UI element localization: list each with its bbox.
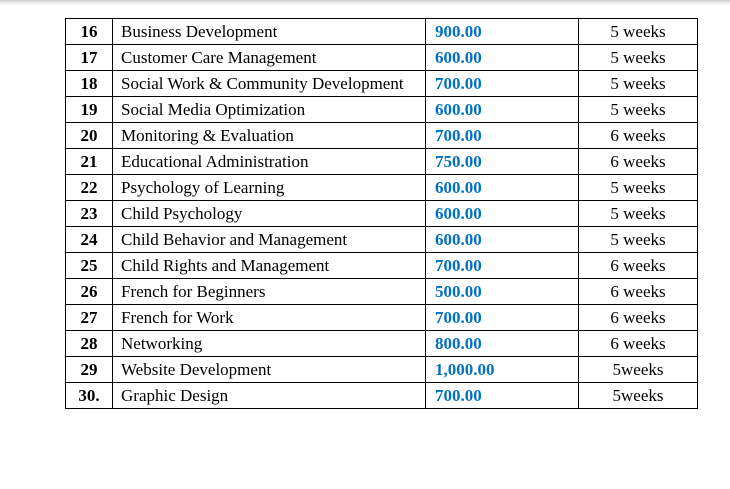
course-duration-cell: 6 weeks [578, 330, 698, 357]
course-name-cell: Social Media Optimization [112, 96, 426, 123]
course-name-cell: Child Psychology [112, 200, 426, 227]
course-duration-cell: 5 weeks [578, 44, 698, 71]
table-row: 19 Social Media Optimization 600.00 5 we… [65, 96, 698, 123]
table-row: 17 Customer Care Management 600.00 5 wee… [65, 44, 698, 71]
course-price-cell: 750.00 [425, 148, 579, 175]
row-number-cell: 29 [65, 356, 113, 383]
course-price-cell: 800.00 [425, 330, 579, 357]
course-table-body: 16 Business Development 900.00 5 weeks 1… [65, 18, 698, 409]
table-row: 16 Business Development 900.00 5 weeks [65, 18, 698, 45]
table-row: 29 Website Development 1,000.00 5weeks [65, 356, 698, 383]
course-name-cell: French for Work [112, 304, 426, 331]
course-duration-cell: 6 weeks [578, 278, 698, 305]
table-row: 21 Educational Administration 750.00 6 w… [65, 148, 698, 175]
course-price-cell: 500.00 [425, 278, 579, 305]
course-price-cell: 600.00 [425, 200, 579, 227]
course-name-cell: Monitoring & Evaluation [112, 122, 426, 149]
course-price-cell: 600.00 [425, 226, 579, 253]
course-duration-cell: 5 weeks [578, 174, 698, 201]
course-name-cell: Educational Administration [112, 148, 426, 175]
row-number-cell: 27 [65, 304, 113, 331]
row-number-cell: 21 [65, 148, 113, 175]
course-price-cell: 700.00 [425, 122, 579, 149]
row-number-cell: 28 [65, 330, 113, 357]
course-duration-cell: 5 weeks [578, 226, 698, 253]
course-name-cell: Graphic Design [112, 382, 426, 409]
table-row: 27 French for Work 700.00 6 weeks [65, 304, 698, 331]
course-duration-cell: 6 weeks [578, 148, 698, 175]
row-number-cell: 18 [65, 70, 113, 97]
course-name-cell: Social Work & Community Development [112, 70, 426, 97]
table-row: 28 Networking 800.00 6 weeks [65, 330, 698, 357]
row-number-cell: 22 [65, 174, 113, 201]
course-price-cell: 600.00 [425, 96, 579, 123]
table-row: 30. Graphic Design 700.00 5weeks [65, 382, 698, 409]
table-row: 26 French for Beginners 500.00 6 weeks [65, 278, 698, 305]
course-price-cell: 700.00 [425, 70, 579, 97]
course-name-cell: Business Development [112, 18, 426, 45]
course-price-cell: 600.00 [425, 174, 579, 201]
course-duration-cell: 5weeks [578, 356, 698, 383]
course-name-cell: Psychology of Learning [112, 174, 426, 201]
row-number-cell: 16 [65, 18, 113, 45]
course-price-cell: 700.00 [425, 304, 579, 331]
course-name-cell: Child Rights and Management [112, 252, 426, 279]
course-duration-cell: 5 weeks [578, 96, 698, 123]
course-duration-cell: 5 weeks [578, 200, 698, 227]
course-duration-cell: 5weeks [578, 382, 698, 409]
row-number-cell: 17 [65, 44, 113, 71]
table-row: 24 Child Behavior and Management 600.00 … [65, 226, 698, 253]
row-number-cell: 23 [65, 200, 113, 227]
table-row: 22 Psychology of Learning 600.00 5 weeks [65, 174, 698, 201]
course-duration-cell: 6 weeks [578, 304, 698, 331]
course-duration-cell: 6 weeks [578, 122, 698, 149]
row-number-cell: 25 [65, 252, 113, 279]
course-duration-cell: 5 weeks [578, 18, 698, 45]
course-name-cell: Networking [112, 330, 426, 357]
course-duration-cell: 6 weeks [578, 252, 698, 279]
table-row: 25 Child Rights and Management 700.00 6 … [65, 252, 698, 279]
course-price-cell: 700.00 [425, 382, 579, 409]
course-name-cell: Customer Care Management [112, 44, 426, 71]
table-row: 18 Social Work & Community Development 7… [65, 70, 698, 97]
course-price-cell: 900.00 [425, 18, 579, 45]
row-number-cell: 26 [65, 278, 113, 305]
course-price-cell: 600.00 [425, 44, 579, 71]
row-number-cell: 20 [65, 122, 113, 149]
page-edge-shadow [0, 0, 730, 6]
row-number-cell: 19 [65, 96, 113, 123]
table-row: 23 Child Psychology 600.00 5 weeks [65, 200, 698, 227]
course-price-cell: 700.00 [425, 252, 579, 279]
course-name-cell: Website Development [112, 356, 426, 383]
course-fees-table: 16 Business Development 900.00 5 weeks 1… [65, 18, 698, 409]
course-name-cell: French for Beginners [112, 278, 426, 305]
row-number-cell: 24 [65, 226, 113, 253]
table-row: 20 Monitoring & Evaluation 700.00 6 week… [65, 122, 698, 149]
course-duration-cell: 5 weeks [578, 70, 698, 97]
row-number-cell: 30. [65, 382, 113, 409]
course-price-cell: 1,000.00 [425, 356, 579, 383]
course-name-cell: Child Behavior and Management [112, 226, 426, 253]
